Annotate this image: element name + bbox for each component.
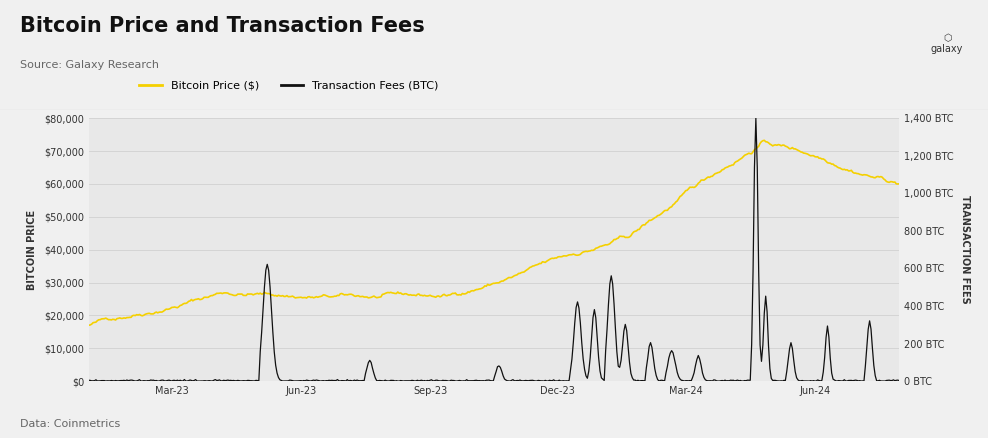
Text: Source: Galaxy Research: Source: Galaxy Research (20, 60, 159, 70)
Text: Data: Coinmetrics: Data: Coinmetrics (20, 419, 120, 429)
Legend: Bitcoin Price ($), Transaction Fees (BTC): Bitcoin Price ($), Transaction Fees (BTC… (135, 77, 443, 95)
Y-axis label: BITCOIN PRICE: BITCOIN PRICE (27, 210, 38, 290)
Text: ⬡
galaxy: ⬡ galaxy (931, 33, 963, 54)
Text: Bitcoin Price and Transaction Fees: Bitcoin Price and Transaction Fees (20, 17, 425, 36)
Y-axis label: TRANSACTION FEES: TRANSACTION FEES (960, 195, 970, 304)
